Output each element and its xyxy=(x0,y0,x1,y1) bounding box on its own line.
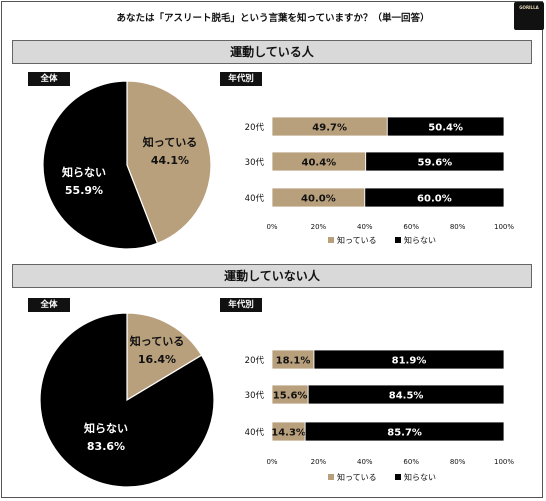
bar-2-tick-label: 80% xyxy=(450,458,466,466)
bar-1-legend-swatch xyxy=(328,237,334,243)
bar-2-value-label: 81.9% xyxy=(392,356,427,367)
bar-1-tick-label: 20% xyxy=(311,223,327,231)
bar-1-segment-unknown xyxy=(386,116,505,137)
by-age-label-2: 年代別 xyxy=(220,298,262,312)
bar-1-value-label: 50.4% xyxy=(428,123,463,134)
bar-2-category-label: 20代 xyxy=(245,355,265,366)
bar-2-tick-label: 40% xyxy=(357,458,373,466)
pie-2-slice-unknown-value: 83.6% xyxy=(87,440,125,453)
bar-1-legend-label: 知らない xyxy=(404,235,436,245)
bar-2-tick-label: 20% xyxy=(311,458,327,466)
bar-2-tick-label: 0% xyxy=(266,458,277,466)
bar-2-segment-unknown xyxy=(304,421,505,442)
by-age-label-1: 年代別 xyxy=(220,72,262,86)
pie-1-slice-known-value: 44.1% xyxy=(151,154,189,167)
pie-1-slice-unknown-value: 55.9% xyxy=(65,184,103,197)
bar-2-segment-unknown xyxy=(307,384,505,405)
overall-label-2: 全体 xyxy=(28,298,70,312)
bar-2-tick-label: 100% xyxy=(494,458,514,466)
pie-1-slice-known-name: 知っている xyxy=(142,135,197,149)
section-header-1: 運動している人 xyxy=(12,40,532,64)
bar-2-segment-unknown xyxy=(313,349,505,370)
bar-1-category-label: 30代 xyxy=(245,157,265,168)
pie-2-slice-unknown-name: 知らない xyxy=(83,421,128,435)
bar-2-value-label: 18.1% xyxy=(276,356,311,367)
bar-1-value-label: 49.7% xyxy=(312,123,347,134)
brand-logo: GORILLA xyxy=(514,2,544,30)
bar-1-segment-unknown xyxy=(365,151,505,172)
bar-1-category-label: 40代 xyxy=(245,193,265,204)
bar-1-legend-swatch xyxy=(395,237,401,243)
pie-2-slice-known-value: 16.4% xyxy=(138,353,176,366)
pie-2-slice-unknown xyxy=(39,312,215,488)
bar-1-value-label: 59.6% xyxy=(418,158,453,169)
pie-2-slice-known xyxy=(126,312,203,402)
bar-2-legend-swatch xyxy=(395,474,401,480)
bar-1-value-label: 60.0% xyxy=(417,194,452,205)
bar-2-category-label: 40代 xyxy=(245,427,265,438)
bar-1-category-label: 20代 xyxy=(245,122,265,133)
pie-1-slice-known xyxy=(126,80,212,245)
bar-1-value-label: 40.4% xyxy=(302,158,337,169)
bar-2-value-label: 14.3% xyxy=(271,428,306,439)
bar-1-tick-label: 100% xyxy=(494,223,514,231)
bar-1-tick-label: 80% xyxy=(450,223,466,231)
bar-2-value-label: 85.7% xyxy=(387,428,422,439)
pie-1-slice-unknown xyxy=(42,80,159,250)
bar-2-value-label: 15.6% xyxy=(273,391,308,402)
bar-1-segment-unknown xyxy=(364,187,505,208)
brand-logo-text: GORILLA xyxy=(519,5,539,10)
bar-2-value-label: 84.5% xyxy=(389,391,424,402)
pie-1-slice-unknown-name: 知らない xyxy=(61,165,106,179)
bar-1-tick-label: 40% xyxy=(357,223,373,231)
bar-2-legend-swatch xyxy=(328,474,334,480)
bar-2-category-label: 30代 xyxy=(245,390,265,401)
section-header-2: 運動していない人 xyxy=(12,264,532,288)
bar-1-legend-label: 知っている xyxy=(337,235,377,245)
bar-1-tick-label: 60% xyxy=(403,223,419,231)
figure-title: あなたは「アスリート脱毛」という言葉を知っていますか？（単一回答） xyxy=(116,13,430,24)
overall-label-1: 全体 xyxy=(28,72,70,86)
pie-2-slice-known-name: 知っている xyxy=(129,334,184,348)
bar-2-legend-label: 知らない xyxy=(404,472,436,482)
bar-1-value-label: 40.0% xyxy=(301,194,336,205)
bar-2-legend-label: 知っている xyxy=(337,472,377,482)
bar-1-tick-label: 0% xyxy=(266,223,277,231)
bar-2-tick-label: 60% xyxy=(403,458,419,466)
